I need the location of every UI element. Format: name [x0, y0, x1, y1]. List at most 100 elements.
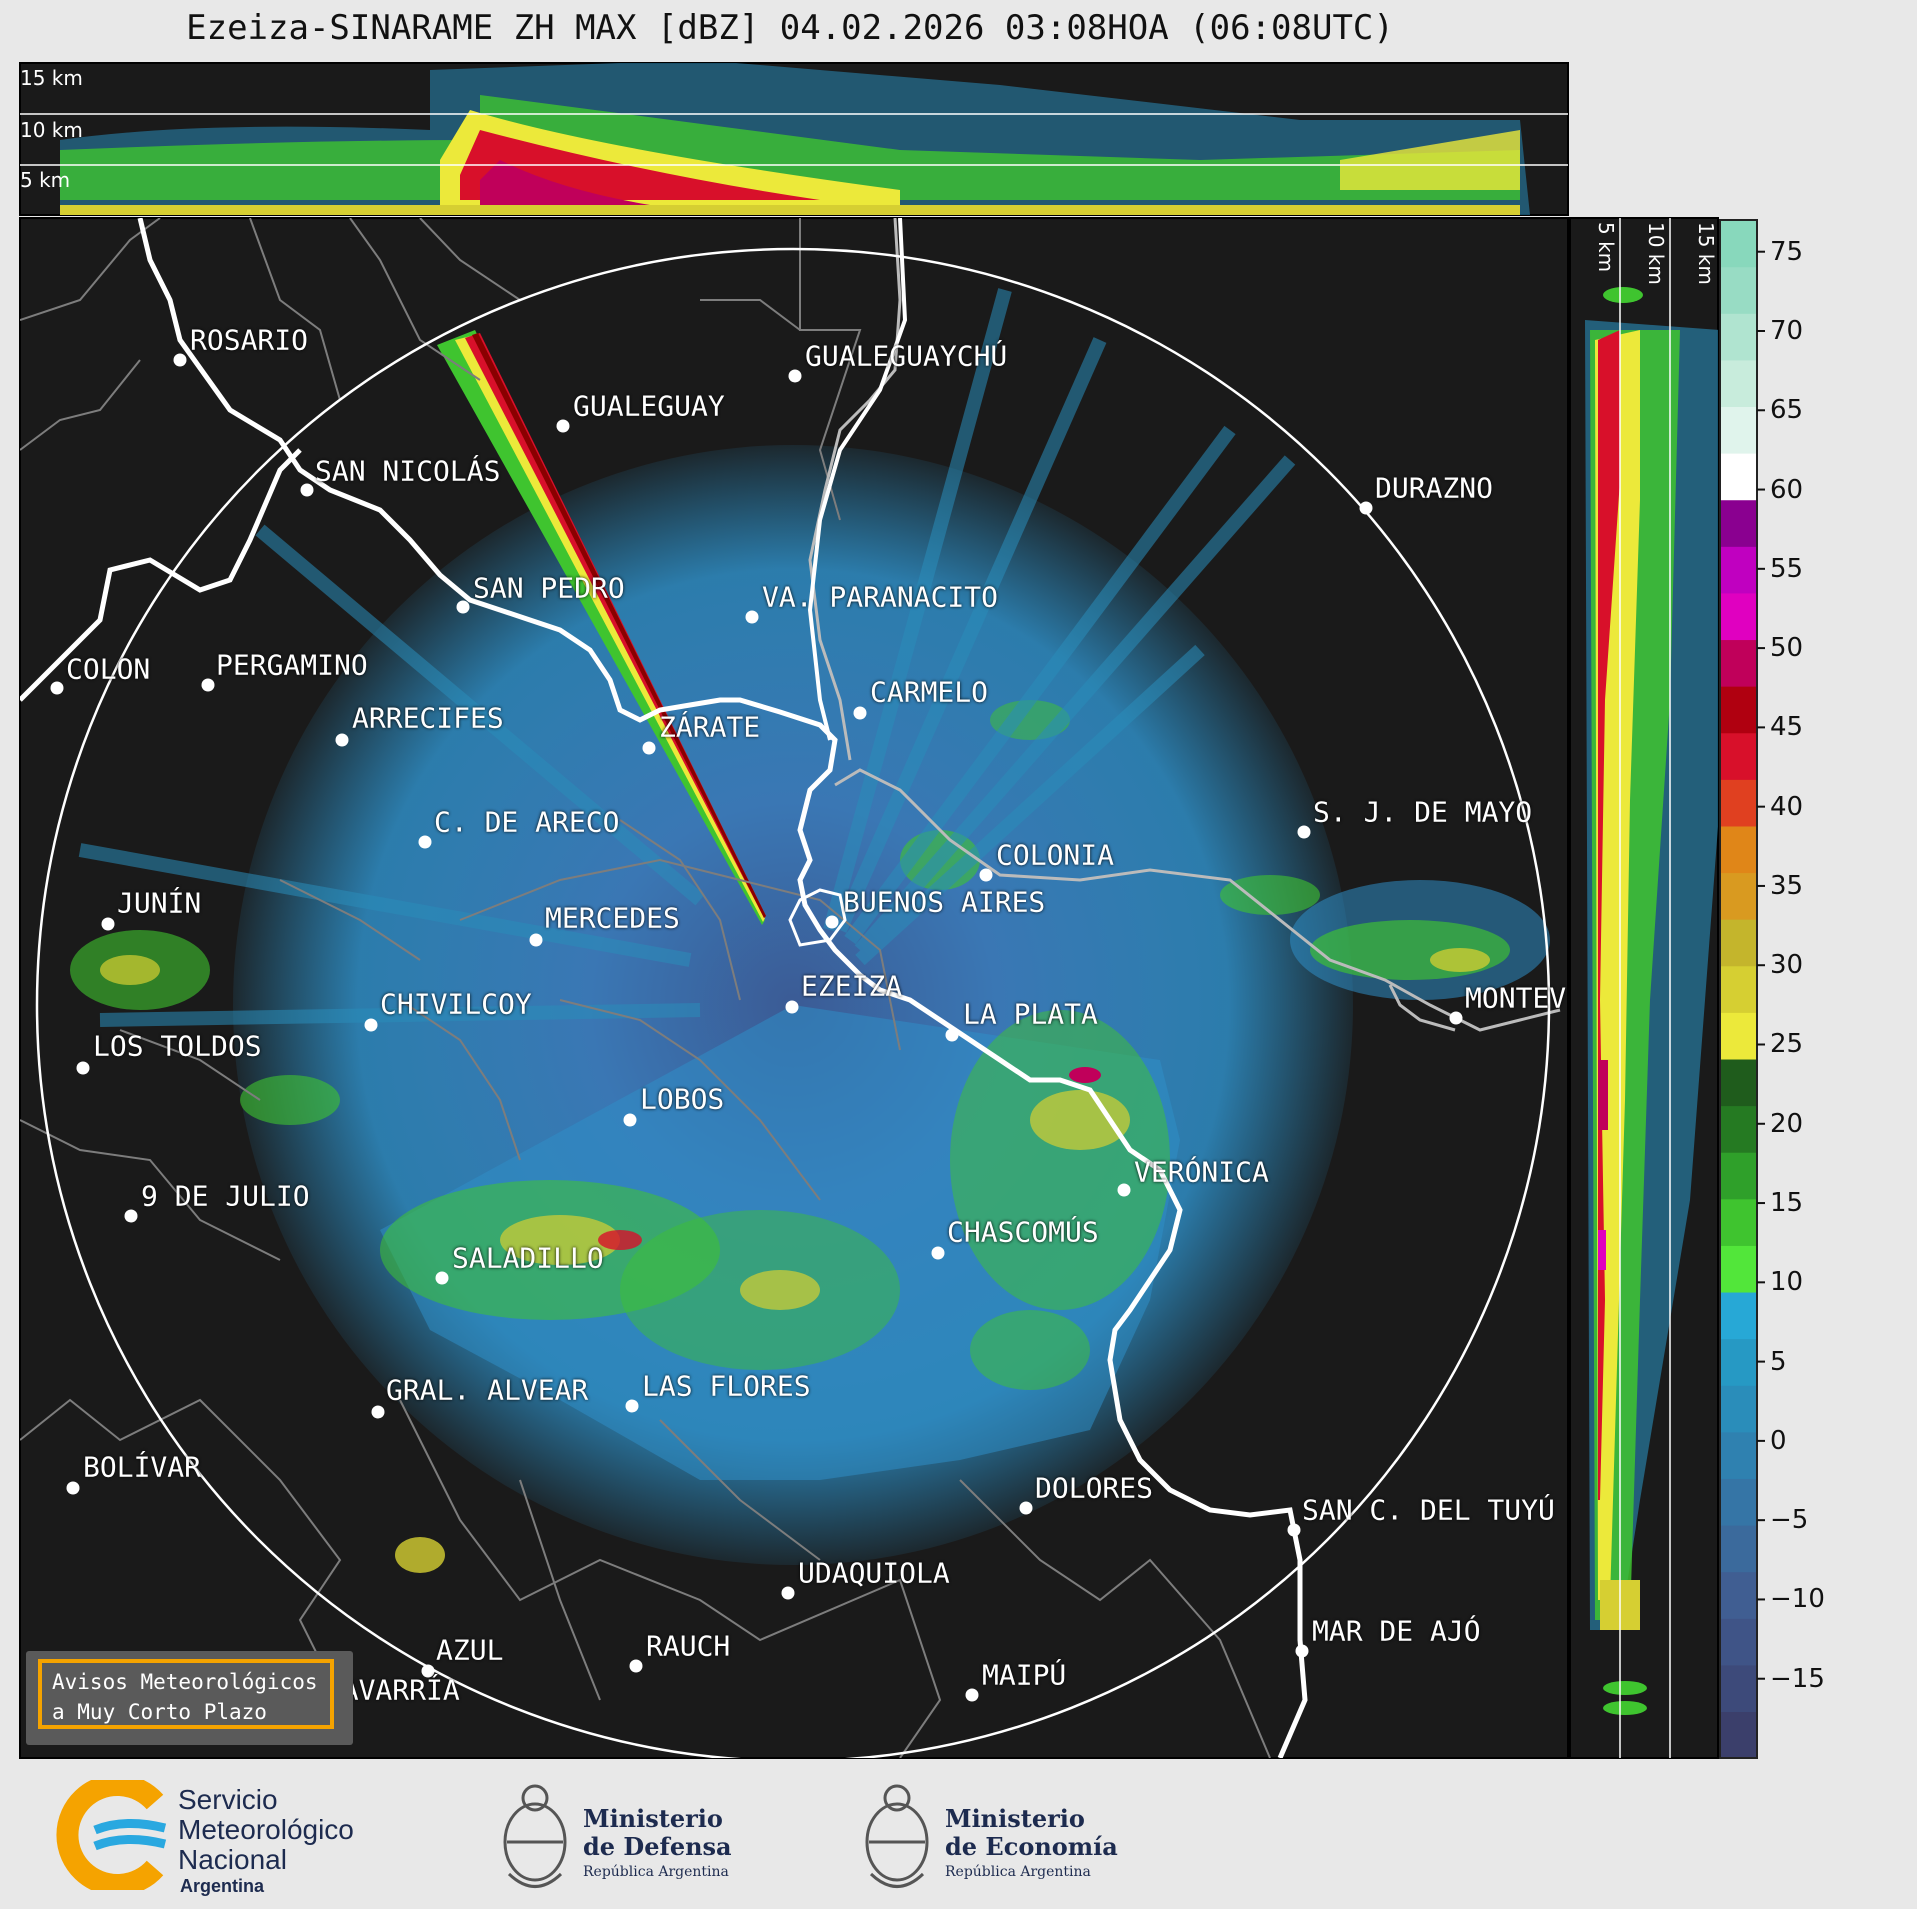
- colorbar-tick-label: 65: [1770, 395, 1804, 426]
- top-level-5km: 5 km: [20, 168, 71, 192]
- city-marker-icon: [435, 1271, 449, 1285]
- colorbar-segment: [1720, 313, 1757, 361]
- colorbar-segment: [1720, 1711, 1757, 1759]
- colorbar-segment: [1720, 1524, 1757, 1573]
- footer: Servicio Meteorológico Nacional Argentin…: [0, 1760, 1917, 1909]
- city-label: AZUL: [436, 1633, 504, 1667]
- city-marker-icon: [101, 917, 115, 931]
- city-label: ZÁRATE: [659, 710, 761, 744]
- city-label: COLON: [66, 652, 151, 686]
- coat-of-arms-icon: [865, 1784, 929, 1888]
- city-label: GRAL. ALVEAR: [386, 1373, 589, 1407]
- city-label: RAUCH: [646, 1629, 731, 1663]
- colorbar-segment: [1720, 1198, 1757, 1246]
- city-marker-icon: [173, 353, 187, 367]
- city-label: LAS FLORES: [642, 1369, 811, 1403]
- city-marker-icon: [825, 915, 839, 929]
- city-marker-icon: [785, 1000, 799, 1014]
- city-marker-icon: [201, 678, 215, 692]
- colorbar-segment: [1720, 546, 1757, 594]
- city-marker-icon: [1117, 1183, 1131, 1197]
- city-label: S. J. DE MAYO: [1313, 795, 1533, 829]
- colorbar-segment: [1720, 639, 1757, 687]
- city-marker-icon: [965, 1688, 979, 1702]
- side-cross-section: [1569, 217, 1719, 1759]
- city-label: BUENOS AIRES: [843, 885, 1046, 919]
- city-label: LOS TOLDOS: [93, 1029, 262, 1063]
- city-marker-icon: [421, 1664, 435, 1678]
- smn-name-1: Servicio: [178, 1784, 278, 1815]
- colorbar-tick-label: 50: [1770, 633, 1804, 664]
- colorbar-tick-label: 45: [1770, 712, 1804, 743]
- colorbar-tick-label: 60: [1770, 474, 1804, 505]
- city-marker-icon: [625, 1399, 639, 1413]
- city-marker-icon: [556, 419, 570, 433]
- alert-line-2: a Muy Corto Plazo: [52, 1700, 267, 1724]
- city-label: COLONIA: [996, 838, 1115, 872]
- city-label: CARMELO: [870, 675, 989, 709]
- colorbar-segment: [1720, 732, 1757, 780]
- city-marker-icon: [1019, 1501, 1033, 1515]
- alert-line-1: Avisos Meteorológicos: [52, 1670, 318, 1694]
- colorbar-tick-label: 25: [1770, 1029, 1804, 1060]
- city-marker-icon: [50, 681, 64, 695]
- economia-name-3: República Argentina: [945, 1864, 1091, 1880]
- city-marker-icon: [1297, 825, 1311, 839]
- colorbar-segment: [1720, 1012, 1757, 1060]
- city-label: DOLORES: [1035, 1471, 1154, 1505]
- city-marker-icon: [945, 1028, 959, 1042]
- city-marker-icon: [371, 1405, 385, 1419]
- city-label: SAN PEDRO: [473, 571, 625, 605]
- colorbar-tick-label: −10: [1770, 1584, 1825, 1615]
- colorbar-segment: [1720, 1664, 1757, 1712]
- defensa-name-3: República Argentina: [583, 1864, 729, 1880]
- city-label: ARRECIFES: [352, 701, 504, 735]
- colorbar-segment: [1720, 453, 1757, 501]
- colorbar-segment: [1720, 779, 1757, 827]
- interference-beam: [437, 330, 766, 925]
- city-marker-icon: [76, 1061, 90, 1075]
- city-label: ROSARIO: [190, 323, 309, 357]
- city-marker-icon: [1295, 1644, 1309, 1658]
- city-marker-icon: [335, 733, 349, 747]
- city-marker-icon: [979, 868, 993, 882]
- colorbar-segment: [1720, 1338, 1757, 1386]
- city-marker-icon: [364, 1018, 378, 1032]
- range-ring: [35, 247, 1551, 1758]
- city-label: MAR DE AJÓ: [1312, 1614, 1481, 1648]
- colorbar-segment: [1720, 266, 1757, 314]
- economia-name-1: Ministerio: [945, 1804, 1085, 1833]
- colorbar-segment: [1720, 1105, 1757, 1153]
- colorbar-tick-label: 35: [1770, 870, 1804, 901]
- city-label: LA PLATA: [963, 997, 1098, 1031]
- precip-west: [70, 930, 445, 1573]
- colorbar-segment: [1720, 1478, 1757, 1526]
- city-label: GUALEGUAYCHÚ: [805, 339, 1008, 373]
- radar-map: [19, 217, 1569, 1759]
- smn-name-4: Argentina: [180, 1876, 265, 1896]
- colorbar-tick-label: 20: [1770, 1108, 1804, 1139]
- colorbar-tick-label: 15: [1770, 1188, 1804, 1219]
- colorbar-segment: [1720, 1571, 1757, 1619]
- colorbar-tick-label: −15: [1770, 1663, 1825, 1694]
- city-label: SAN NICOLÁS: [315, 454, 501, 488]
- city-label: MERCEDES: [545, 901, 680, 935]
- city-label: VA. PARANACITO: [762, 580, 999, 614]
- alert-link[interactable]: Avisos Meteorológicos a Muy Corto Plazo: [38, 1659, 334, 1729]
- city-marker-icon: [300, 483, 314, 497]
- city-marker-icon: [745, 610, 759, 624]
- radar-figure: [19, 62, 1765, 1759]
- beam-rays: [78, 288, 1296, 1027]
- colorbar-tick-label: 0: [1770, 1425, 1787, 1456]
- colorbar-segment: [1720, 1385, 1757, 1433]
- city-marker-icon: [788, 369, 802, 383]
- city-label: MAIPÚ: [982, 1658, 1067, 1692]
- city-label: C. DE ARECO: [434, 805, 620, 839]
- city-label: SALADILLO: [452, 1241, 604, 1275]
- colorbar-segment: [1720, 1291, 1757, 1340]
- alert-box[interactable]: Avisos Meteorológicos a Muy Corto Plazo: [26, 1651, 353, 1745]
- city-label: EZEIZA: [801, 969, 903, 1003]
- colorbar-segment: [1720, 1618, 1757, 1666]
- city-marker-icon: [124, 1209, 138, 1223]
- colorbar-tick-label: 10: [1770, 1267, 1804, 1298]
